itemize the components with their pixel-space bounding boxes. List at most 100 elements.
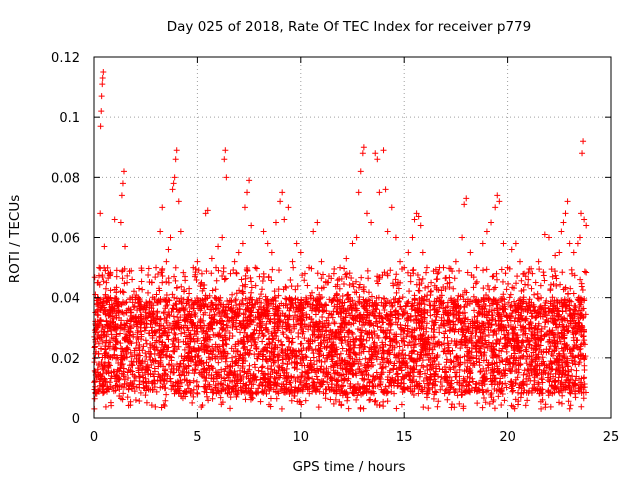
data-point <box>545 392 552 399</box>
data-point <box>97 265 104 272</box>
data-point <box>423 269 430 276</box>
data-point <box>275 292 282 299</box>
data-point <box>514 389 521 396</box>
data-point <box>348 275 355 282</box>
data-point <box>480 394 487 401</box>
data-point <box>144 314 151 321</box>
data-point <box>198 270 205 277</box>
data-point <box>437 378 444 385</box>
data-point <box>491 405 498 412</box>
data-point <box>395 285 402 292</box>
data-point <box>425 283 432 290</box>
data-point <box>344 397 351 404</box>
data-point <box>503 286 510 293</box>
data-point <box>280 360 287 367</box>
data-point <box>483 314 490 321</box>
data-point <box>315 404 322 411</box>
data-point <box>314 376 321 383</box>
data-point <box>136 341 143 348</box>
data-point <box>173 284 180 291</box>
data-point <box>287 379 294 386</box>
data-point <box>498 401 505 408</box>
data-point <box>522 281 529 288</box>
data-point <box>255 367 262 374</box>
data-point <box>229 291 236 298</box>
data-point <box>264 365 271 372</box>
data-point <box>193 378 200 385</box>
data-point <box>581 268 588 275</box>
data-point <box>327 396 334 403</box>
data-point <box>522 402 529 409</box>
data-point <box>303 311 310 318</box>
data-point <box>275 337 282 344</box>
data-point <box>125 375 132 382</box>
data-point <box>120 289 127 296</box>
data-point <box>330 400 337 407</box>
data-point <box>137 389 144 396</box>
data-point <box>407 278 414 285</box>
data-point <box>552 272 559 279</box>
data-point <box>448 404 455 411</box>
data-point <box>428 287 435 294</box>
data-point <box>248 284 255 291</box>
data-point <box>422 284 429 291</box>
data-point <box>163 391 170 398</box>
data-point <box>536 266 543 273</box>
data-point <box>190 386 197 393</box>
data-point <box>204 304 211 311</box>
data-point <box>229 354 236 361</box>
data-point <box>262 383 269 390</box>
data-point <box>579 287 586 294</box>
data-point <box>423 394 430 401</box>
data-point <box>503 348 510 355</box>
data-point <box>99 338 106 345</box>
data-point <box>380 403 387 410</box>
data-point <box>394 383 401 390</box>
data-point <box>527 320 534 327</box>
data-point <box>189 399 196 406</box>
data-point <box>387 267 394 274</box>
data-point <box>139 286 146 293</box>
data-point <box>151 329 158 336</box>
data-point <box>205 397 212 404</box>
data-point <box>520 371 527 378</box>
data-point <box>421 301 428 308</box>
data-point <box>362 355 369 362</box>
data-point <box>269 266 276 273</box>
data-point <box>556 399 563 406</box>
data-point <box>336 398 343 405</box>
data-point <box>498 357 505 364</box>
data-point <box>505 280 512 287</box>
data-point <box>426 302 433 309</box>
data-point <box>319 313 326 320</box>
data-point <box>203 359 210 366</box>
data-point <box>220 268 227 275</box>
data-point <box>288 283 295 290</box>
data-point <box>102 285 109 292</box>
data-point <box>142 350 149 357</box>
data-point <box>533 363 540 370</box>
data-point <box>238 276 245 283</box>
data-point <box>537 386 544 393</box>
data-point <box>178 379 185 386</box>
data-point <box>353 278 360 285</box>
data-point <box>411 292 418 299</box>
data-point <box>162 397 169 404</box>
data-point <box>136 285 143 292</box>
data-point <box>143 399 150 406</box>
data-point <box>177 377 184 384</box>
data-point <box>531 377 538 384</box>
data-point <box>399 294 406 301</box>
data-point <box>152 328 159 335</box>
data-point <box>121 280 128 287</box>
data-point <box>292 286 299 293</box>
data-point <box>95 272 102 279</box>
data-point <box>285 335 292 342</box>
data-point <box>145 272 152 279</box>
data-point <box>170 347 177 354</box>
data-point <box>136 397 143 404</box>
data-point <box>553 282 560 289</box>
data-point <box>242 275 249 282</box>
data-point <box>314 270 321 277</box>
data-point <box>233 302 240 309</box>
